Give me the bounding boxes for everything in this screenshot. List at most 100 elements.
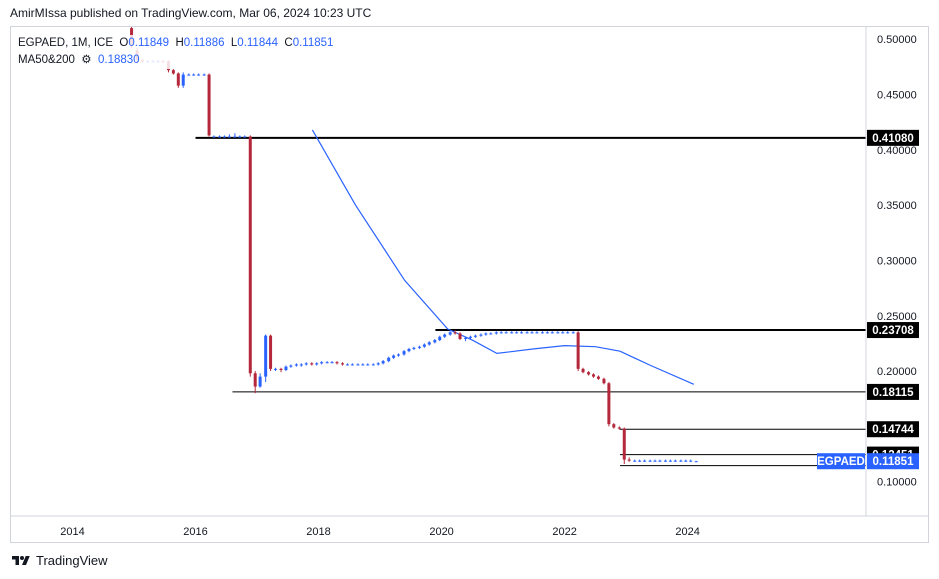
horizontal-levels <box>195 136 866 467</box>
candle-body <box>556 332 560 334</box>
candle-body <box>233 136 237 138</box>
candle-body <box>504 332 508 334</box>
candle-body <box>663 460 667 462</box>
chart-legend[interactable]: EGPAED, 1M, ICE O0.11849 H0.11886 L0.118… <box>18 35 338 69</box>
candle-body <box>176 73 180 86</box>
level-price-label: 0.23708 <box>872 325 914 337</box>
candle-body <box>566 332 570 334</box>
candle-body <box>479 334 483 336</box>
candle-body <box>387 357 391 362</box>
candle-body <box>520 332 524 334</box>
candle-body <box>248 136 252 374</box>
candle-body <box>694 461 698 463</box>
candle-body <box>530 332 534 334</box>
footer-brand-text: TradingView <box>36 553 108 568</box>
legend-open-label: O <box>119 37 129 49</box>
candle-body <box>222 136 226 138</box>
time-axis[interactable]: 2014 2016 2018 2020 2022 2024 <box>60 526 700 538</box>
legend-low: 0.11844 <box>237 37 279 49</box>
candle-body <box>494 332 498 334</box>
candle-body <box>371 364 375 366</box>
candle-body <box>607 383 611 425</box>
candle-body <box>550 332 554 334</box>
candle-body <box>617 427 621 429</box>
legend-open: 0.11849 <box>128 37 170 49</box>
candle-body <box>284 366 288 370</box>
last-price-label-bg <box>867 453 919 470</box>
candle-body <box>171 70 175 74</box>
candle-body <box>473 335 477 337</box>
candle-body <box>648 460 652 462</box>
candle-body <box>243 136 247 138</box>
publisher-header: AmirMIssa published on TradingView.com, … <box>10 6 372 20</box>
candle-body <box>448 332 452 335</box>
candle-body <box>633 460 637 462</box>
candle-body <box>289 365 293 367</box>
candle-body <box>653 460 657 462</box>
candle-body <box>397 354 401 356</box>
candle-body <box>412 347 416 349</box>
candle-body <box>433 340 437 343</box>
candle-body <box>376 363 380 365</box>
price-tick-label: 0.45000 <box>877 89 917 101</box>
chart-frame <box>10 26 929 543</box>
moving-average-line <box>311 129 695 385</box>
candle-body <box>581 368 585 373</box>
candle-body <box>612 424 616 428</box>
time-tick-label: 2014 <box>60 526 84 538</box>
candle-body <box>658 460 662 462</box>
candle-body <box>299 364 303 366</box>
settings-icon[interactable]: ⚙ <box>81 54 92 66</box>
candle-body <box>484 333 488 335</box>
symbol-tag-bg <box>817 453 865 470</box>
footer-brand: TradingView <box>10 553 108 568</box>
candle-body <box>602 378 606 384</box>
candle-body <box>350 364 354 366</box>
candle-body <box>679 460 683 462</box>
candle-body <box>238 136 242 138</box>
price-tick-label: 0.25000 <box>877 311 917 323</box>
candle-body <box>587 372 591 375</box>
candle-body <box>402 351 406 355</box>
candle-body <box>458 333 462 339</box>
price-axis-labels: 0.410800.237080.181150.147440.12451EGPAE… <box>817 129 919 470</box>
candle-body <box>515 332 519 334</box>
candle-body <box>668 460 672 462</box>
candle-body <box>315 363 319 365</box>
price-tick-label: 0.10000 <box>877 477 917 489</box>
candle-body <box>269 335 273 369</box>
candle-body <box>499 332 503 334</box>
candle-body <box>392 355 396 358</box>
candle-body <box>253 373 257 387</box>
candle-body <box>279 368 283 370</box>
time-tick-label: 2022 <box>552 526 576 538</box>
candle-body <box>622 428 626 460</box>
candle-body <box>212 136 216 138</box>
price-tick-label: 0.20000 <box>877 366 917 378</box>
candle-body <box>596 376 600 379</box>
candle-body <box>525 332 529 334</box>
legend-ma-row[interactable]: MA50&200 ⚙ 0.18830 <box>18 52 333 69</box>
level-price-label-bg <box>867 322 919 339</box>
time-tick-label: 2018 <box>306 526 330 538</box>
candle-body <box>464 337 468 339</box>
moving-average-layer <box>311 129 695 385</box>
candle-body <box>540 332 544 334</box>
candle-body <box>468 336 472 338</box>
candle-body <box>335 362 339 364</box>
candle-body <box>535 332 539 334</box>
candle-body <box>417 346 421 348</box>
price-tick-label: 0.35000 <box>877 200 917 212</box>
candle-body <box>330 362 334 364</box>
legend-low-label: L <box>230 37 238 49</box>
candle-body <box>545 332 549 334</box>
candle-body <box>197 74 201 76</box>
legend-ma-value: 0.18830 <box>98 54 140 66</box>
price-axis[interactable]: 0.50000 0.45000 0.40000 0.35000 0.30000 0.250… <box>877 34 917 489</box>
time-tick-label: 2020 <box>429 526 453 538</box>
legend-high-label: H <box>175 37 184 49</box>
candle-body <box>510 332 514 334</box>
level-price-label-bg <box>867 421 919 438</box>
candle-body <box>638 460 642 462</box>
